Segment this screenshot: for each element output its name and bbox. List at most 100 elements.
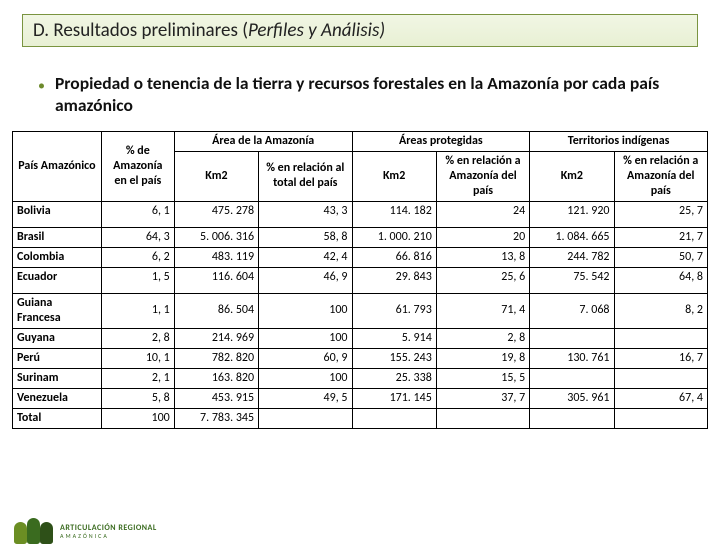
cell-value: 60, 9 [259,348,352,368]
table-row: Venezuela5, 8453. 91549, 5171. 14537, 73… [13,388,708,408]
col-header-rel-c: % en relación a Amazonía del país [614,151,708,201]
cell-value: 58, 8 [259,227,352,247]
cell-value: 71, 4 [436,293,529,328]
cell-value [436,408,529,428]
cell-value: 75. 542 [530,267,614,293]
cell-value: 10, 1 [101,348,174,368]
cell-value: 46, 9 [259,267,352,293]
cell-country: Perú [13,348,102,368]
cell-value: 483. 119 [174,247,258,267]
bullet-text: Propiedad o tenencia de la tierra y recu… [55,73,686,117]
cell-value: 5, 8 [101,388,174,408]
data-table: País Amazónico % de Amazonía en el país … [12,131,708,429]
table-row: Perú10, 1782. 82060, 9155. 24319, 8130. … [13,348,708,368]
cell-value: 244. 782 [530,247,614,267]
cell-value: 37, 7 [436,388,529,408]
cell-value: 29. 843 [352,267,436,293]
cell-value: 21, 7 [614,227,708,247]
cell-value: 19, 8 [436,348,529,368]
leaf-icon [40,522,53,544]
table-group-header-row: País Amazónico % de Amazonía en el país … [13,131,708,151]
section-title: D. Resultados preliminares (Perfiles y A… [22,14,698,47]
group-header-area: Área de la Amazonía [174,131,352,151]
title-prefix: D. Resultados preliminares ( [33,19,248,42]
data-table-wrapper: País Amazónico % de Amazonía en el país … [12,131,708,429]
cell-country: Venezuela [13,388,102,408]
cell-value [259,408,352,428]
cell-country: Brasil [13,227,102,247]
cell-value: 24 [436,201,529,227]
cell-value: 25, 6 [436,267,529,293]
cell-value: 1, 5 [101,267,174,293]
cell-value: 20 [436,227,529,247]
cell-value: 2, 8 [436,328,529,348]
group-header-protegidas: Áreas protegidas [352,131,530,151]
group-header-indigenas: Territorios indígenas [530,131,708,151]
cell-value: 8, 2 [614,293,708,328]
cell-value [614,408,708,428]
cell-country: Colombia [13,247,102,267]
cell-value: 1. 000. 210 [352,227,436,247]
cell-value: 171. 145 [352,388,436,408]
cell-value: 2, 1 [101,368,174,388]
col-header-pais: País Amazónico [13,131,102,201]
cell-value: 121. 920 [530,201,614,227]
logo-text-line1: ARTICULACIÓN REGIONAL [60,524,157,532]
table-row: Guiana Francesa1, 186. 50410061. 79371, … [13,293,708,328]
bullet-item: • Propiedad o tenencia de la tierra y re… [38,73,686,117]
table-row: Guyana2, 8214. 9691005. 9142, 8 [13,328,708,348]
cell-value: 64, 3 [101,227,174,247]
cell-value: 116. 604 [174,267,258,293]
col-header-km2-b: Km2 [352,151,436,201]
cell-value: 305. 961 [530,388,614,408]
cell-country: Total [13,408,102,428]
cell-value [530,328,614,348]
logo-mark-icon [14,518,53,544]
logo-text: ARTICULACIÓN REGIONAL AMAZÓNICA [60,524,157,539]
cell-value: 49, 5 [259,388,352,408]
col-header-rel-b: % en relación a Amazonía del país [436,151,529,201]
cell-value: 86. 504 [174,293,258,328]
cell-country: Bolivia [13,201,102,227]
cell-value: 43, 3 [259,201,352,227]
cell-value: 6, 2 [101,247,174,267]
table-row: Bolivia6, 1475. 27843, 3114. 18224121. 9… [13,201,708,227]
cell-value: 5. 006. 316 [174,227,258,247]
cell-value: 61. 793 [352,293,436,328]
cell-value [530,408,614,428]
col-header-km2-c: Km2 [530,151,614,201]
cell-value: 214. 969 [174,328,258,348]
cell-value: 25. 338 [352,368,436,388]
table-row: Ecuador1, 5116. 60446, 929. 84325, 675. … [13,267,708,293]
leaf-icon [14,522,27,544]
cell-value: 114. 182 [352,201,436,227]
cell-value: 100 [259,368,352,388]
col-header-pct: % de Amazonía en el país [101,131,174,201]
cell-value: 64, 8 [614,267,708,293]
cell-value: 66. 816 [352,247,436,267]
cell-value: 7. 068 [530,293,614,328]
title-italic: Perfiles y Análisis) [248,19,385,42]
bullet-dot-icon: • [38,75,45,97]
cell-value: 16, 7 [614,348,708,368]
cell-value: 100 [101,408,174,428]
cell-value [614,328,708,348]
cell-country: Guiana Francesa [13,293,102,328]
col-header-rel-a: % en relación al total del país [259,151,352,201]
table-row: Colombia6, 2483. 11942, 466. 81613, 8244… [13,247,708,267]
logo-text-line2: AMAZÓNICA [60,533,157,539]
leaf-icon [27,518,40,544]
cell-value: 5. 914 [352,328,436,348]
table-row: Surinam2, 1163. 82010025. 33815, 5 [13,368,708,388]
cell-value [614,368,708,388]
cell-value: 7. 783. 345 [174,408,258,428]
cell-country: Surinam [13,368,102,388]
cell-value: 1, 1 [101,293,174,328]
footer-logo: ARTICULACIÓN REGIONAL AMAZÓNICA [14,518,157,544]
cell-value: 2, 8 [101,328,174,348]
cell-country: Guyana [13,328,102,348]
cell-value: 50, 7 [614,247,708,267]
cell-value: 15, 5 [436,368,529,388]
cell-value: 155. 243 [352,348,436,368]
table-row: Brasil64, 35. 006. 31658, 81. 000. 21020… [13,227,708,247]
